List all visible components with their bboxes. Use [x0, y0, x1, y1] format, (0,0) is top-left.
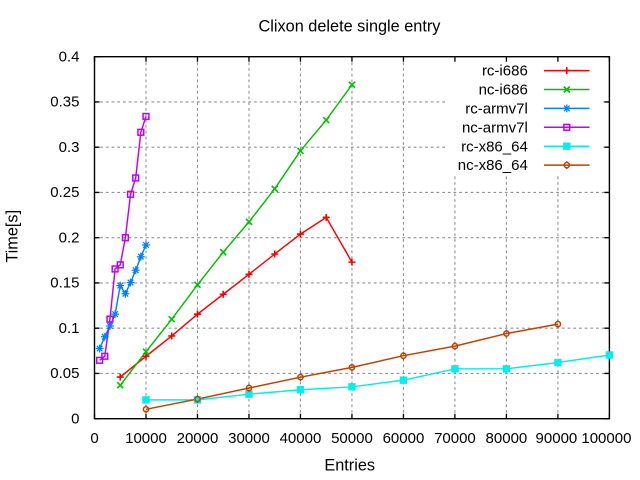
svg-text:10000: 10000 [125, 430, 167, 447]
svg-text:0.25: 0.25 [50, 184, 79, 201]
svg-text:Clixon delete single entry: Clixon delete single entry [259, 18, 442, 36]
svg-text:30000: 30000 [228, 430, 270, 447]
svg-text:rc-i686: rc-i686 [482, 63, 528, 80]
svg-text:80000: 80000 [486, 430, 528, 447]
svg-text:rc-x86_64: rc-x86_64 [461, 138, 528, 155]
svg-text:nc-i686: nc-i686 [479, 82, 528, 99]
svg-text:0.4: 0.4 [59, 48, 80, 65]
svg-text:0: 0 [71, 410, 79, 427]
svg-text:0: 0 [90, 430, 98, 447]
svg-text:nc-x86_64: nc-x86_64 [458, 157, 528, 174]
svg-text:60000: 60000 [383, 430, 425, 447]
svg-text:nc-armv7l: nc-armv7l [462, 119, 528, 136]
svg-text:Time[s]: Time[s] [4, 210, 22, 263]
svg-text:Entries: Entries [324, 457, 375, 475]
svg-text:70000: 70000 [434, 430, 476, 447]
svg-text:50000: 50000 [331, 430, 373, 447]
svg-text:0.15: 0.15 [50, 275, 79, 292]
svg-text:0.1: 0.1 [59, 320, 80, 337]
svg-text:20000: 20000 [177, 430, 219, 447]
svg-text:40000: 40000 [280, 430, 322, 447]
svg-text:0.35: 0.35 [50, 94, 79, 111]
svg-text:0.05: 0.05 [50, 365, 79, 382]
svg-text:rc-armv7l: rc-armv7l [465, 101, 528, 118]
svg-text:100000: 100000 [581, 430, 631, 447]
svg-text:90000: 90000 [536, 430, 578, 447]
svg-text:0.2: 0.2 [59, 229, 80, 246]
svg-text:0.3: 0.3 [59, 139, 80, 156]
